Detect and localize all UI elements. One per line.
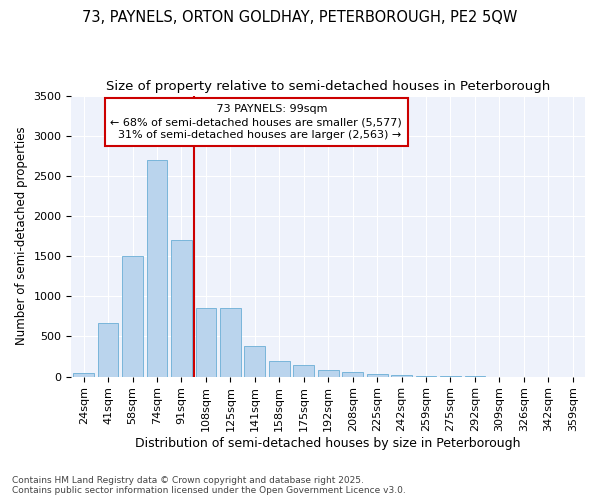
Bar: [122, 256, 143, 376]
Bar: [98, 323, 118, 376]
Bar: [171, 240, 192, 376]
Y-axis label: Number of semi-detached properties: Number of semi-detached properties: [15, 127, 28, 346]
Bar: [293, 366, 314, 376]
Bar: [318, 370, 338, 376]
Bar: [367, 374, 388, 376]
Bar: [220, 308, 241, 376]
Text: 73, PAYNELS, ORTON GOLDHAY, PETERBOROUGH, PE2 5QW: 73, PAYNELS, ORTON GOLDHAY, PETERBOROUGH…: [82, 10, 518, 25]
Bar: [196, 308, 217, 376]
Text: 73 PAYNELS: 99sqm
← 68% of semi-detached houses are smaller (5,577)
  31% of sem: 73 PAYNELS: 99sqm ← 68% of semi-detached…: [110, 104, 402, 141]
Bar: [244, 346, 265, 376]
Bar: [73, 372, 94, 376]
X-axis label: Distribution of semi-detached houses by size in Peterborough: Distribution of semi-detached houses by …: [136, 437, 521, 450]
Bar: [342, 372, 363, 376]
Bar: [269, 360, 290, 376]
Title: Size of property relative to semi-detached houses in Peterborough: Size of property relative to semi-detach…: [106, 80, 550, 93]
Text: Contains HM Land Registry data © Crown copyright and database right 2025.
Contai: Contains HM Land Registry data © Crown c…: [12, 476, 406, 495]
Bar: [146, 160, 167, 376]
